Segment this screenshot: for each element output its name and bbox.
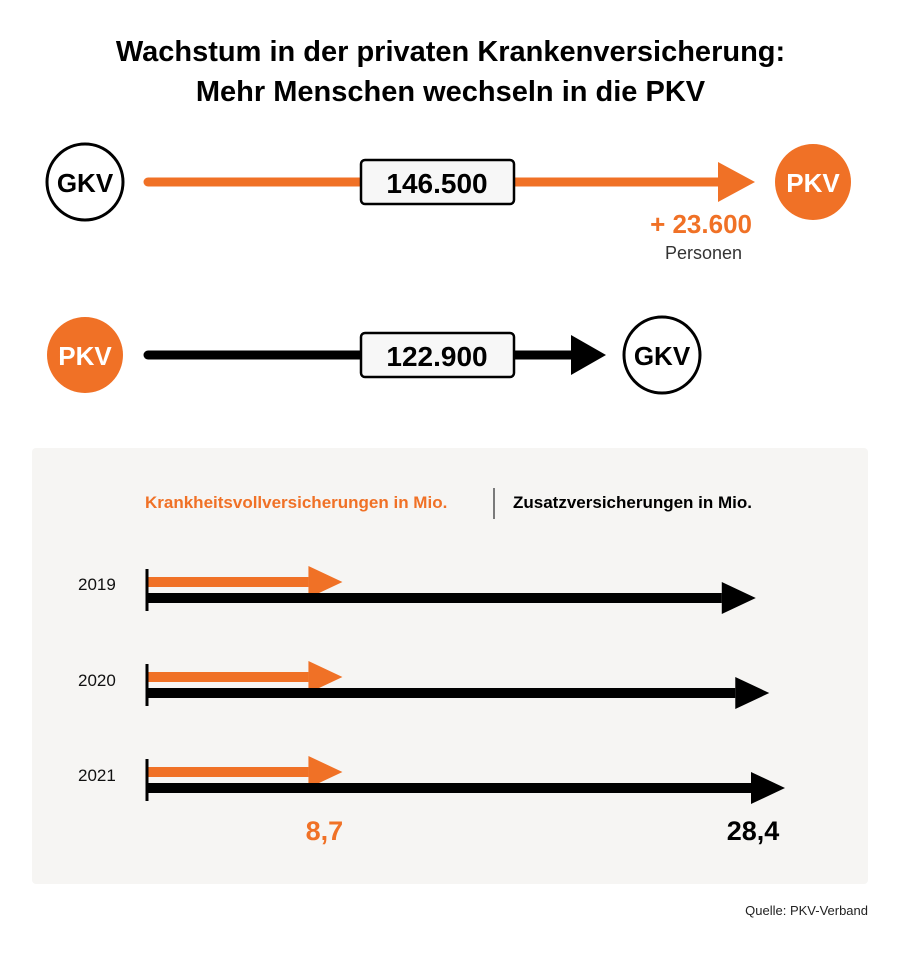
arrowhead-full-insurance-2020 xyxy=(308,661,343,693)
arrowhead-full-insurance-2021 xyxy=(308,756,343,788)
legend-full-insurance: Krankheitsvollversicherungen in Mio. xyxy=(145,493,448,512)
flow2-arrowhead xyxy=(571,335,606,375)
bar-supplementary-2021 xyxy=(147,783,751,793)
switch-flow-diagram: GKV 146.500 PKV + 23.600 Personen PKV 12… xyxy=(45,142,851,395)
chart-panel xyxy=(32,448,868,884)
gkv-circle-bottom xyxy=(622,315,702,395)
year-label-2021: 2021 xyxy=(78,766,116,785)
bar-full-insurance-2019 xyxy=(147,577,309,587)
gkv-label-bottom: GKV xyxy=(634,341,691,371)
chart-title-line1: Wachstum in der privaten Krankenversiche… xyxy=(115,36,786,68)
bar-supplementary-2020 xyxy=(147,688,736,698)
flow1-value-box xyxy=(359,158,516,206)
bar-full-insurance-2021 xyxy=(147,767,309,777)
chart-title-line2: Mehr Menschen wechseln in die PKV xyxy=(195,76,706,108)
net-gain-value: + 23.600 xyxy=(650,209,752,239)
gkv-circle-top xyxy=(45,142,125,222)
bar-chart: 8,7 28,4 xyxy=(145,566,785,846)
value-label-supplementary: 28,4 xyxy=(727,816,780,846)
bar-full-insurance-2020 xyxy=(147,672,309,682)
flow1-arrowhead xyxy=(718,162,755,202)
pkv-circle-bottom xyxy=(47,317,123,393)
arrowhead-supplementary-2020 xyxy=(735,677,770,709)
pkv-label-top: PKV xyxy=(786,168,840,198)
legend-supplementary-insurance: Zusatzversicherungen in Mio. xyxy=(513,493,752,512)
arrowhead-supplementary-2021 xyxy=(751,772,785,804)
flow2-value-box xyxy=(359,331,516,379)
legend-divider xyxy=(493,488,495,519)
year-label-2020: 2020 xyxy=(78,671,116,690)
chart-title: Wachstum in der privaten Krankenversiche… xyxy=(0,32,901,112)
flow1-value: 146.500 xyxy=(386,168,487,199)
arrowhead-full-insurance-2019 xyxy=(308,566,343,598)
bar-supplementary-2019 xyxy=(147,593,722,603)
flow2-value: 122.900 xyxy=(386,341,487,372)
gkv-label-top: GKV xyxy=(57,168,114,198)
source-note: Quelle: PKV-Verband xyxy=(745,903,868,918)
pkv-label-bottom: PKV xyxy=(58,341,112,371)
pkv-circle-top xyxy=(775,144,851,220)
arrowhead-supplementary-2019 xyxy=(721,582,756,614)
value-label-full-insurance: 8,7 xyxy=(306,816,344,846)
year-label-2019: 2019 xyxy=(78,575,116,594)
net-gain-unit: Personen xyxy=(665,243,742,263)
